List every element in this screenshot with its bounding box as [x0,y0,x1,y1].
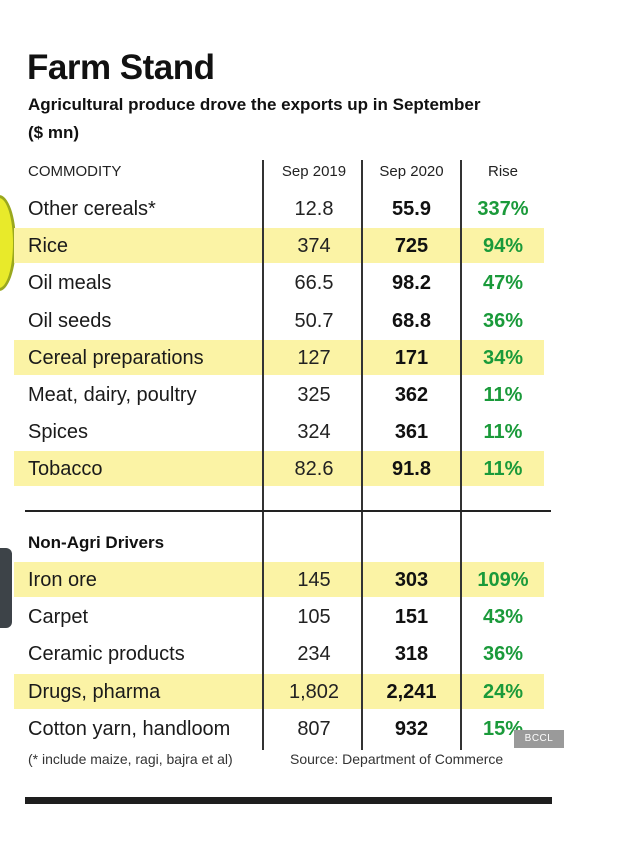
sep-2020-cell: 932 [394,717,429,740]
commodity-cell: Carpet [28,606,89,629]
rise-cell: 337% [477,198,529,220]
watermark-badge: BCCL [514,730,564,748]
footnote: (* include maize, ragi, bajra et al) [28,751,233,767]
chart-subtitle: Agricultural produce drove the exports u… [28,95,481,114]
header-sep-2019: Sep 2019 [281,163,347,180]
sep-2019-cell: 145 [297,569,331,591]
rise-cell: 15% [482,717,524,740]
commodity-cell: Other cereals* [28,198,156,220]
header-rise: Rise [487,163,518,180]
highlight-band [14,562,544,597]
rise-cell: 34% [482,346,524,369]
highlight-band [14,673,544,709]
sep-2019-cell: 374 [297,235,331,258]
highlight-band [14,228,544,264]
sep-2019-cell: 325 [297,384,331,406]
rise-cell: 109% [477,569,529,591]
sep-2019-cell: 807 [297,717,331,740]
sep-2019-cell: 66.5 [294,272,334,295]
commodity-cell: Rice [28,235,69,258]
sep-2019-cell: 324 [297,421,331,444]
highlight-band [14,339,544,375]
commodity-cell: Cereal preparations [28,346,204,369]
decorative-iron-ore-image [0,548,12,628]
sep-2020-cell: 98.2 [392,272,431,295]
commodity-cell: Cotton yarn, handloom [28,717,231,740]
commodity-cell: Tobacco [28,458,103,481]
sep-2020-cell: 303 [394,569,429,591]
sep-2019-cell: 127 [297,346,331,369]
rise-cell: 11% [483,421,523,444]
chart-title: Farm Stand [27,48,215,87]
commodity-cell: Ceramic products [28,643,185,666]
sep-2019-cell: 82.6 [294,458,334,481]
sep-2020-cell: 68.8 [392,309,431,332]
column-divider [361,160,363,750]
column-divider [460,160,462,750]
rise-cell: 43% [482,606,524,629]
sep-2020-cell: 725 [394,235,429,258]
commodity-cell: Meat, dairy, poultry [28,384,197,406]
commodity-cell: Spices [28,421,89,444]
sep-2020-cell: 151 [394,606,429,629]
sep-2019-cell: 50.7 [294,309,334,332]
sep-2019-cell: 12.8 [294,198,334,220]
header-commodity: COMMODITY [28,163,122,180]
rise-cell: 24% [482,680,524,703]
rise-cell: 11% [483,384,523,406]
sep-2019-cell: 234 [297,643,331,666]
unit-label: ($ mn) [28,123,79,142]
rise-cell: 11% [483,458,523,481]
commodity-cell: Oil seeds [28,309,112,332]
header-sep-2020: Sep 2020 [379,163,444,180]
sep-2020-cell: 362 [394,384,429,406]
sep-2020-cell: 2,241 [386,680,437,703]
commodity-cell: Drugs, pharma [28,680,161,703]
commodity-cell: Oil meals [28,272,112,295]
commodity-cell: Iron ore [28,569,97,591]
section-divider [25,510,551,512]
section-heading-non-agri: Non-Agri Drivers [28,533,165,552]
sep-2020-cell: 318 [394,643,429,666]
column-divider [262,160,264,750]
bottom-rule [25,797,552,804]
source-note: Source: Department of Commerce [290,751,504,767]
rise-cell: 47% [482,272,524,295]
rise-cell: 36% [482,309,524,332]
rise-cell: 94% [482,235,524,258]
sep-2020-cell: 171 [394,346,429,369]
sep-2020-cell: 361 [394,421,429,444]
sep-2019-cell: 105 [297,606,331,629]
highlight-band [14,451,544,487]
sep-2020-cell: 91.8 [392,458,431,481]
sep-2020-cell: 55.9 [392,198,431,220]
rise-cell: 36% [482,643,524,666]
sep-2019-cell: 1,802 [288,680,340,703]
